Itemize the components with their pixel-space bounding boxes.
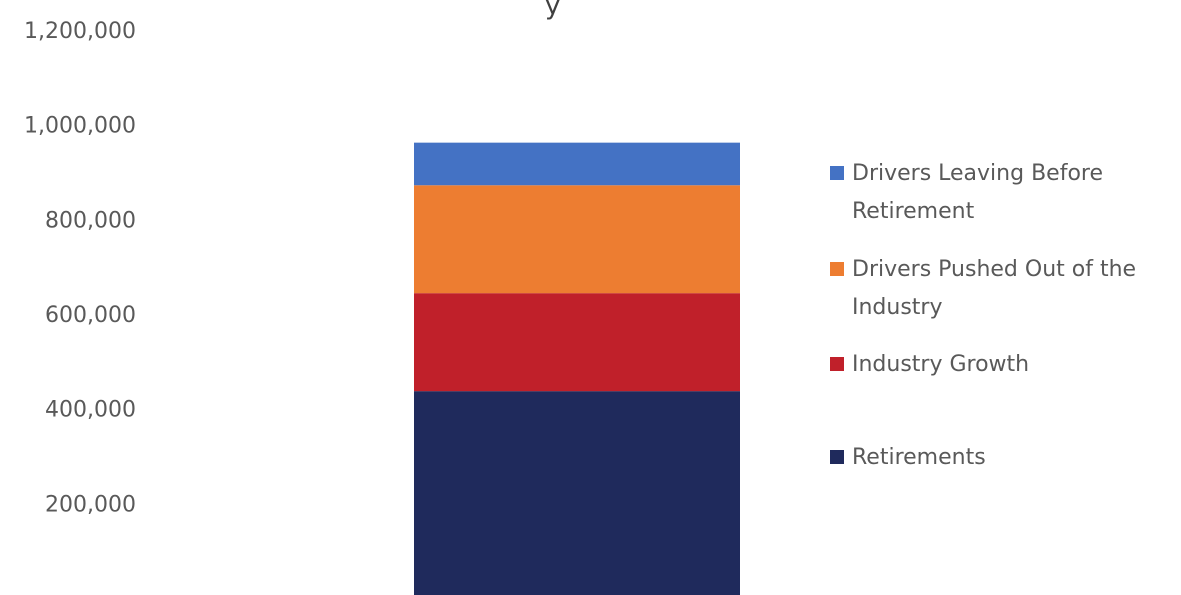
bar-segment-retirements — [414, 391, 740, 595]
legend-label: Industry Growth — [852, 352, 1029, 377]
legend-swatch — [830, 450, 844, 464]
legend-item: Industry Growth — [830, 352, 1029, 377]
bar-segment-drivers-leaving-before-retirement — [414, 143, 740, 186]
bar-segment-industry-growth — [414, 293, 740, 391]
legend-label: Retirements — [852, 445, 986, 470]
y-tick-label: 600,000 — [45, 303, 136, 328]
bar-segment-drivers-pushed-out-of-the-industry — [414, 185, 740, 293]
y-tick-label: 400,000 — [45, 398, 136, 423]
y-tick-label: 1,000,000 — [24, 114, 136, 139]
y-tick-label: 1,200,000 — [24, 19, 136, 44]
legend-item: Drivers Pushed Out of the Industry — [830, 257, 1136, 320]
legend-label: Drivers Leaving Before Retirement — [852, 161, 1103, 224]
legend-item: Drivers Leaving Before Retirement — [830, 161, 1103, 224]
bar-segments — [414, 143, 740, 595]
legend-swatch — [830, 357, 844, 371]
y-tick-label: 800,000 — [45, 208, 136, 233]
y-axis-tick-labels: 1,200,000 1,000,000 800,000 600,000 400,000 2… — [24, 19, 136, 517]
y-tick-label: 200,000 — [45, 492, 136, 517]
legend-item: Retirements — [830, 445, 986, 470]
legend-swatch — [830, 262, 844, 276]
chart-title-fragment: y — [545, 0, 560, 21]
legend-label: Drivers Pushed Out of the Industry — [852, 257, 1136, 320]
legend-swatch — [830, 166, 844, 180]
legend: Drivers Leaving Before Retirement Drivers … — [830, 161, 1136, 470]
